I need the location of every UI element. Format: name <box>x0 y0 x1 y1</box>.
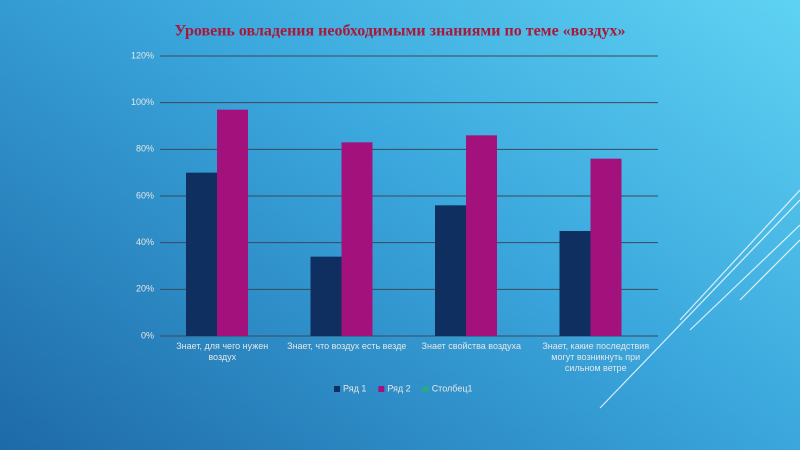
x-tick-label: Знает свойства воздуха <box>421 341 521 351</box>
bar <box>590 158 622 336</box>
y-tick-label: 80% <box>136 144 154 154</box>
x-tick-label: Знает, для чего нужен воздух <box>176 341 269 362</box>
bar <box>341 142 373 336</box>
x-tick-label: Знает, что воздух есть везде <box>287 341 407 351</box>
y-tick-label: 20% <box>136 284 154 294</box>
decoration <box>599 189 800 409</box>
bar <box>186 172 217 336</box>
y-tick-label: 40% <box>136 237 154 247</box>
legend-swatch <box>334 386 340 392</box>
bar <box>559 231 591 336</box>
legend-label: Столбец1 <box>432 383 473 393</box>
legend-swatch <box>422 386 429 392</box>
legend-label: Ряд 2 <box>387 383 410 393</box>
x-tick-label: Знает, какие последствия могут возникнут… <box>542 341 650 373</box>
legend-swatch <box>378 386 385 392</box>
y-tick-label: 60% <box>136 190 154 200</box>
legend-label: Ряд 1 <box>343 383 366 393</box>
bar <box>466 135 497 336</box>
bar <box>435 205 466 336</box>
bar <box>217 109 248 337</box>
y-tick-label: 120% <box>131 50 154 60</box>
chart-title: Уровень овладения необходимыми знаниями … <box>175 23 626 40</box>
y-tick-label: 0% <box>141 330 154 340</box>
bar <box>310 256 342 336</box>
y-tick-label: 100% <box>131 97 154 107</box>
